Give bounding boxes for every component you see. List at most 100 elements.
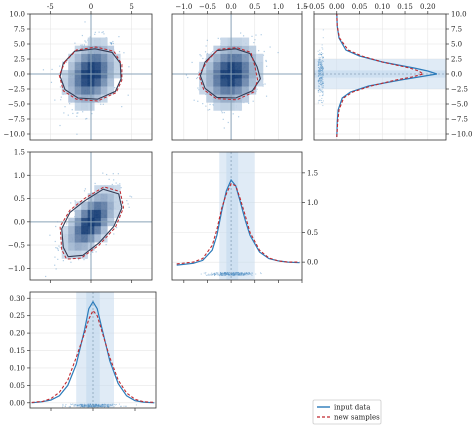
scatter-point <box>214 273 216 275</box>
scatter-point <box>317 54 319 56</box>
scatter-point <box>54 99 56 101</box>
scatter-point <box>122 201 124 203</box>
scatter-point <box>83 404 85 406</box>
scatter-point <box>319 59 321 61</box>
scatter-point <box>234 274 236 276</box>
scatter-point <box>219 274 221 276</box>
scatter-point <box>319 60 321 62</box>
scatter-point <box>100 405 102 407</box>
legend: input data new samples <box>312 399 382 425</box>
scatter-point <box>60 96 62 98</box>
scatter-point <box>84 404 86 406</box>
scatter-point <box>231 273 233 275</box>
scatter-point <box>89 405 91 407</box>
scatter-point <box>248 273 250 275</box>
plot-area <box>172 152 302 280</box>
scatter-point <box>322 74 324 76</box>
scatter-point <box>320 52 322 54</box>
scatter-point <box>88 405 90 407</box>
scatter-point <box>76 405 78 407</box>
scatter-point <box>209 103 211 106</box>
scatter-point <box>110 404 112 406</box>
scatter-point <box>320 69 322 71</box>
scatter-point <box>240 273 242 275</box>
scatter-point <box>241 273 243 275</box>
scatter-point <box>221 274 223 276</box>
scatter-point <box>319 53 321 55</box>
scatter-point <box>317 50 319 52</box>
scatter-point <box>228 272 230 274</box>
series-input-line <box>31 300 155 404</box>
x-tick-label: 1.5 <box>296 3 307 11</box>
scatter-point <box>227 274 229 276</box>
scatter-point <box>224 272 226 274</box>
scatter-point <box>258 50 260 52</box>
scatter-point <box>84 405 86 407</box>
scatter-point <box>233 273 235 275</box>
scatter-point <box>93 406 95 408</box>
scatter-point <box>319 80 321 82</box>
scatter-point <box>241 272 243 274</box>
histogram-cell <box>68 94 76 103</box>
scatter-point <box>319 67 321 69</box>
scatter-point <box>217 37 219 39</box>
band-inner <box>226 152 239 280</box>
scatter-point <box>320 63 322 65</box>
scatter-point <box>218 274 220 276</box>
scatter-point <box>91 405 93 407</box>
scatter-point <box>112 173 114 175</box>
histogram-cell <box>107 185 115 194</box>
scatter-point <box>239 272 241 274</box>
scatter-point <box>86 405 88 407</box>
scatter-point <box>322 82 324 84</box>
scatter-point <box>228 273 230 275</box>
scatter-point <box>255 273 257 275</box>
scatter-point <box>49 234 51 236</box>
scatter-point <box>320 76 322 78</box>
scatter-point <box>241 273 243 275</box>
scatter-point <box>321 90 323 92</box>
scatter-point <box>106 404 108 406</box>
histogram-cell <box>74 242 82 251</box>
scatter-point <box>321 77 323 79</box>
y-tick-label: 2.5 <box>14 56 25 64</box>
histogram-cell <box>107 53 115 63</box>
scatter-point <box>251 35 253 37</box>
histogram-cell <box>206 61 214 71</box>
scatter-point <box>107 405 109 407</box>
scatter-point <box>232 273 234 275</box>
scatter-point <box>233 273 235 275</box>
y-tick-label: 0.5 <box>307 229 318 237</box>
histogram-cell <box>234 78 243 87</box>
scatter-point <box>232 272 234 274</box>
scatter-point <box>207 274 209 276</box>
histogram-cell <box>241 53 250 63</box>
scatter-point <box>88 405 90 407</box>
scatter-point <box>322 94 324 96</box>
scatter-point <box>318 90 320 92</box>
scatter-point <box>238 274 240 276</box>
scatter-point <box>56 247 58 249</box>
histogram-cell <box>220 37 228 46</box>
scatter-point <box>322 57 324 59</box>
scatter-point <box>97 404 99 406</box>
scatter-point <box>319 88 321 90</box>
scatter-point <box>233 272 235 274</box>
scatter-point <box>220 274 222 276</box>
scatter-point <box>117 173 119 175</box>
histogram-cell <box>241 45 250 55</box>
scatter-point <box>81 404 83 406</box>
panel-row1-col3: −0.05 0.00 0.05 0.10 0.15 0.20 10.0 7.5 5.0 2.5 0.… <box>303 3 472 141</box>
scatter-point <box>100 404 102 406</box>
scatter-point <box>94 404 96 406</box>
scatter-point <box>90 403 92 405</box>
scatter-point <box>231 274 233 276</box>
scatter-point <box>322 57 324 59</box>
histogram-cell <box>68 225 76 235</box>
histogram-cell <box>81 53 89 63</box>
scatter-point <box>84 21 86 23</box>
scatter-point <box>111 404 113 406</box>
scatter-point <box>102 403 104 405</box>
scatter-point <box>220 272 222 274</box>
scatter-point <box>126 200 128 202</box>
